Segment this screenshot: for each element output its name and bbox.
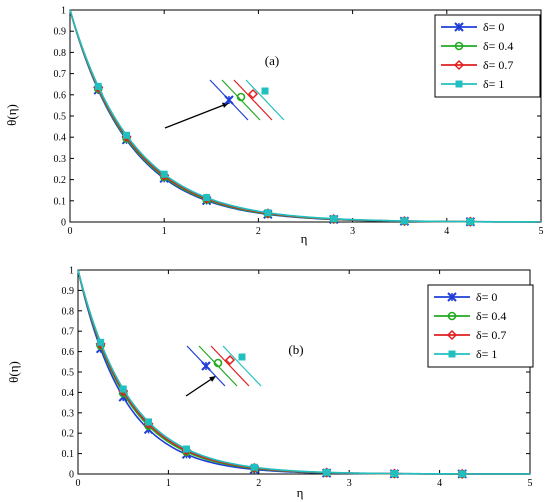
chart-panel-1: 0 1 2 3 4 5 0 0.1 0.2 0.3 0.4 0.5 0.6 0.7 0.8 0.9 1 η θ(η)… (4, 6, 544, 247)
legend: δ= 0 δ= 0.4 δ= 0.7 δ= 1 (434, 14, 541, 98)
data-point-marker (94, 82, 102, 90)
y-tick-label: 0.5 (62, 368, 75, 379)
y-tick-label: 0.1 (62, 449, 75, 460)
x-tick-label: 4 (444, 226, 449, 237)
x-tick-label: 4 (437, 478, 442, 489)
legend-marker (453, 59, 465, 71)
legend-box (434, 14, 541, 98)
y-axis-title: θ(η) (6, 361, 21, 383)
legend-label: δ= 0.7 (476, 328, 506, 342)
inset-marker (201, 361, 211, 371)
y-tick-label: 0.1 (54, 196, 67, 207)
data-point-marker (323, 468, 331, 476)
y-tick-label: 0.3 (62, 408, 75, 419)
data-point-marker (119, 385, 127, 393)
y-tick-label: 0.8 (54, 48, 67, 59)
inset-marker (261, 87, 269, 95)
annotation-arrow-head (222, 102, 229, 108)
data-point-marker (264, 209, 272, 217)
data-point-marker (97, 338, 105, 346)
annotation-arrow-shaft (164, 102, 230, 129)
y-tick-label: 0.3 (54, 154, 67, 165)
inset-line-3 (210, 345, 250, 387)
panel-label: (a) (265, 53, 279, 68)
x-tick-label: 0 (76, 478, 81, 489)
x-tick-label: 2 (256, 226, 261, 237)
panel-label: (b) (288, 342, 303, 357)
y-tick-label: 0 (61, 218, 66, 229)
legend-marker (448, 350, 456, 358)
y-tick-label: 0.7 (62, 327, 75, 338)
inset-line-3 (233, 79, 273, 121)
y-tick-label: 0.9 (62, 286, 75, 297)
y-tick-label: 0.8 (62, 306, 75, 317)
data-point-marker (160, 170, 168, 178)
x-tick-label: 1 (166, 478, 171, 489)
legend-label: δ= 1 (476, 347, 497, 361)
legend-label: δ= 0 (483, 20, 504, 34)
chart-panel-2: 0 1 2 3 4 5 0 0.1 0.2 0.3 0.4 0.5 0.6 0.7 0.8 0.9 1 η θ(η)… (6, 266, 534, 500)
legend-marker (455, 80, 463, 88)
x-axis-title: η (297, 485, 304, 500)
data-point-marker (203, 194, 211, 202)
legend-label: δ= 0.4 (476, 309, 506, 323)
x-tick-label: 1 (162, 226, 167, 237)
y-tick-label: 0.5 (54, 112, 67, 123)
legend-marker (447, 292, 457, 302)
y-axis-title: θ(η) (4, 104, 19, 126)
legend-label: δ= 0.7 (483, 58, 513, 72)
x-tick-label: 2 (256, 478, 261, 489)
inset-marker (224, 354, 236, 366)
inset-marker (236, 92, 246, 102)
y-tick-label: 0.4 (54, 133, 67, 144)
y-tick-label: 0.2 (54, 175, 67, 186)
series-line-4 (77, 269, 530, 475)
y-tick-label: 1 (61, 6, 66, 17)
data-point-marker (390, 470, 398, 478)
x-axis-title: η (301, 231, 308, 246)
data-point-marker (466, 218, 474, 226)
annotation-arrow-head (209, 376, 216, 382)
inset-line-4 (222, 345, 262, 387)
data-point-marker (123, 131, 131, 139)
data-point-marker (458, 470, 466, 478)
data-point-marker (145, 418, 153, 426)
y-tick-label: 1 (69, 266, 74, 277)
series-line-4 (69, 9, 542, 223)
x-tick-label: 5 (528, 478, 533, 489)
legend-marker (446, 329, 458, 341)
inset-line-4 (245, 79, 285, 121)
data-point-marker (250, 463, 258, 471)
y-tick-label: 0.7 (54, 69, 67, 80)
legend: δ= 0 δ= 0.4 δ= 0.7 δ= 1 (427, 284, 534, 368)
inset-marker (238, 353, 246, 361)
inset-marker (224, 95, 234, 105)
data-point-marker (400, 217, 408, 225)
y-tick-label: 0.2 (62, 429, 75, 440)
data-point-marker (330, 215, 338, 223)
x-tick-label: 3 (350, 226, 355, 237)
inset-marker (247, 88, 259, 100)
y-tick-label: 0.9 (54, 27, 67, 38)
inset-marker (213, 358, 223, 368)
data-point-marker (182, 445, 190, 453)
legend-marker (447, 311, 457, 321)
y-tick-label: 0.6 (54, 90, 67, 101)
legend-marker (454, 41, 464, 51)
legend-label: δ= 1 (483, 77, 504, 91)
y-tick-label: 0.4 (62, 388, 75, 399)
legend-label: δ= 0.4 (483, 39, 513, 53)
y-tick-label: 0.6 (62, 347, 75, 358)
legend-marker (454, 22, 464, 32)
x-tick-label: 0 (68, 226, 73, 237)
y-tick-label: 0 (69, 470, 74, 481)
x-tick-label: 3 (347, 478, 352, 489)
legend-label: δ= 0 (476, 290, 497, 304)
x-tick-label: 5 (539, 226, 544, 237)
